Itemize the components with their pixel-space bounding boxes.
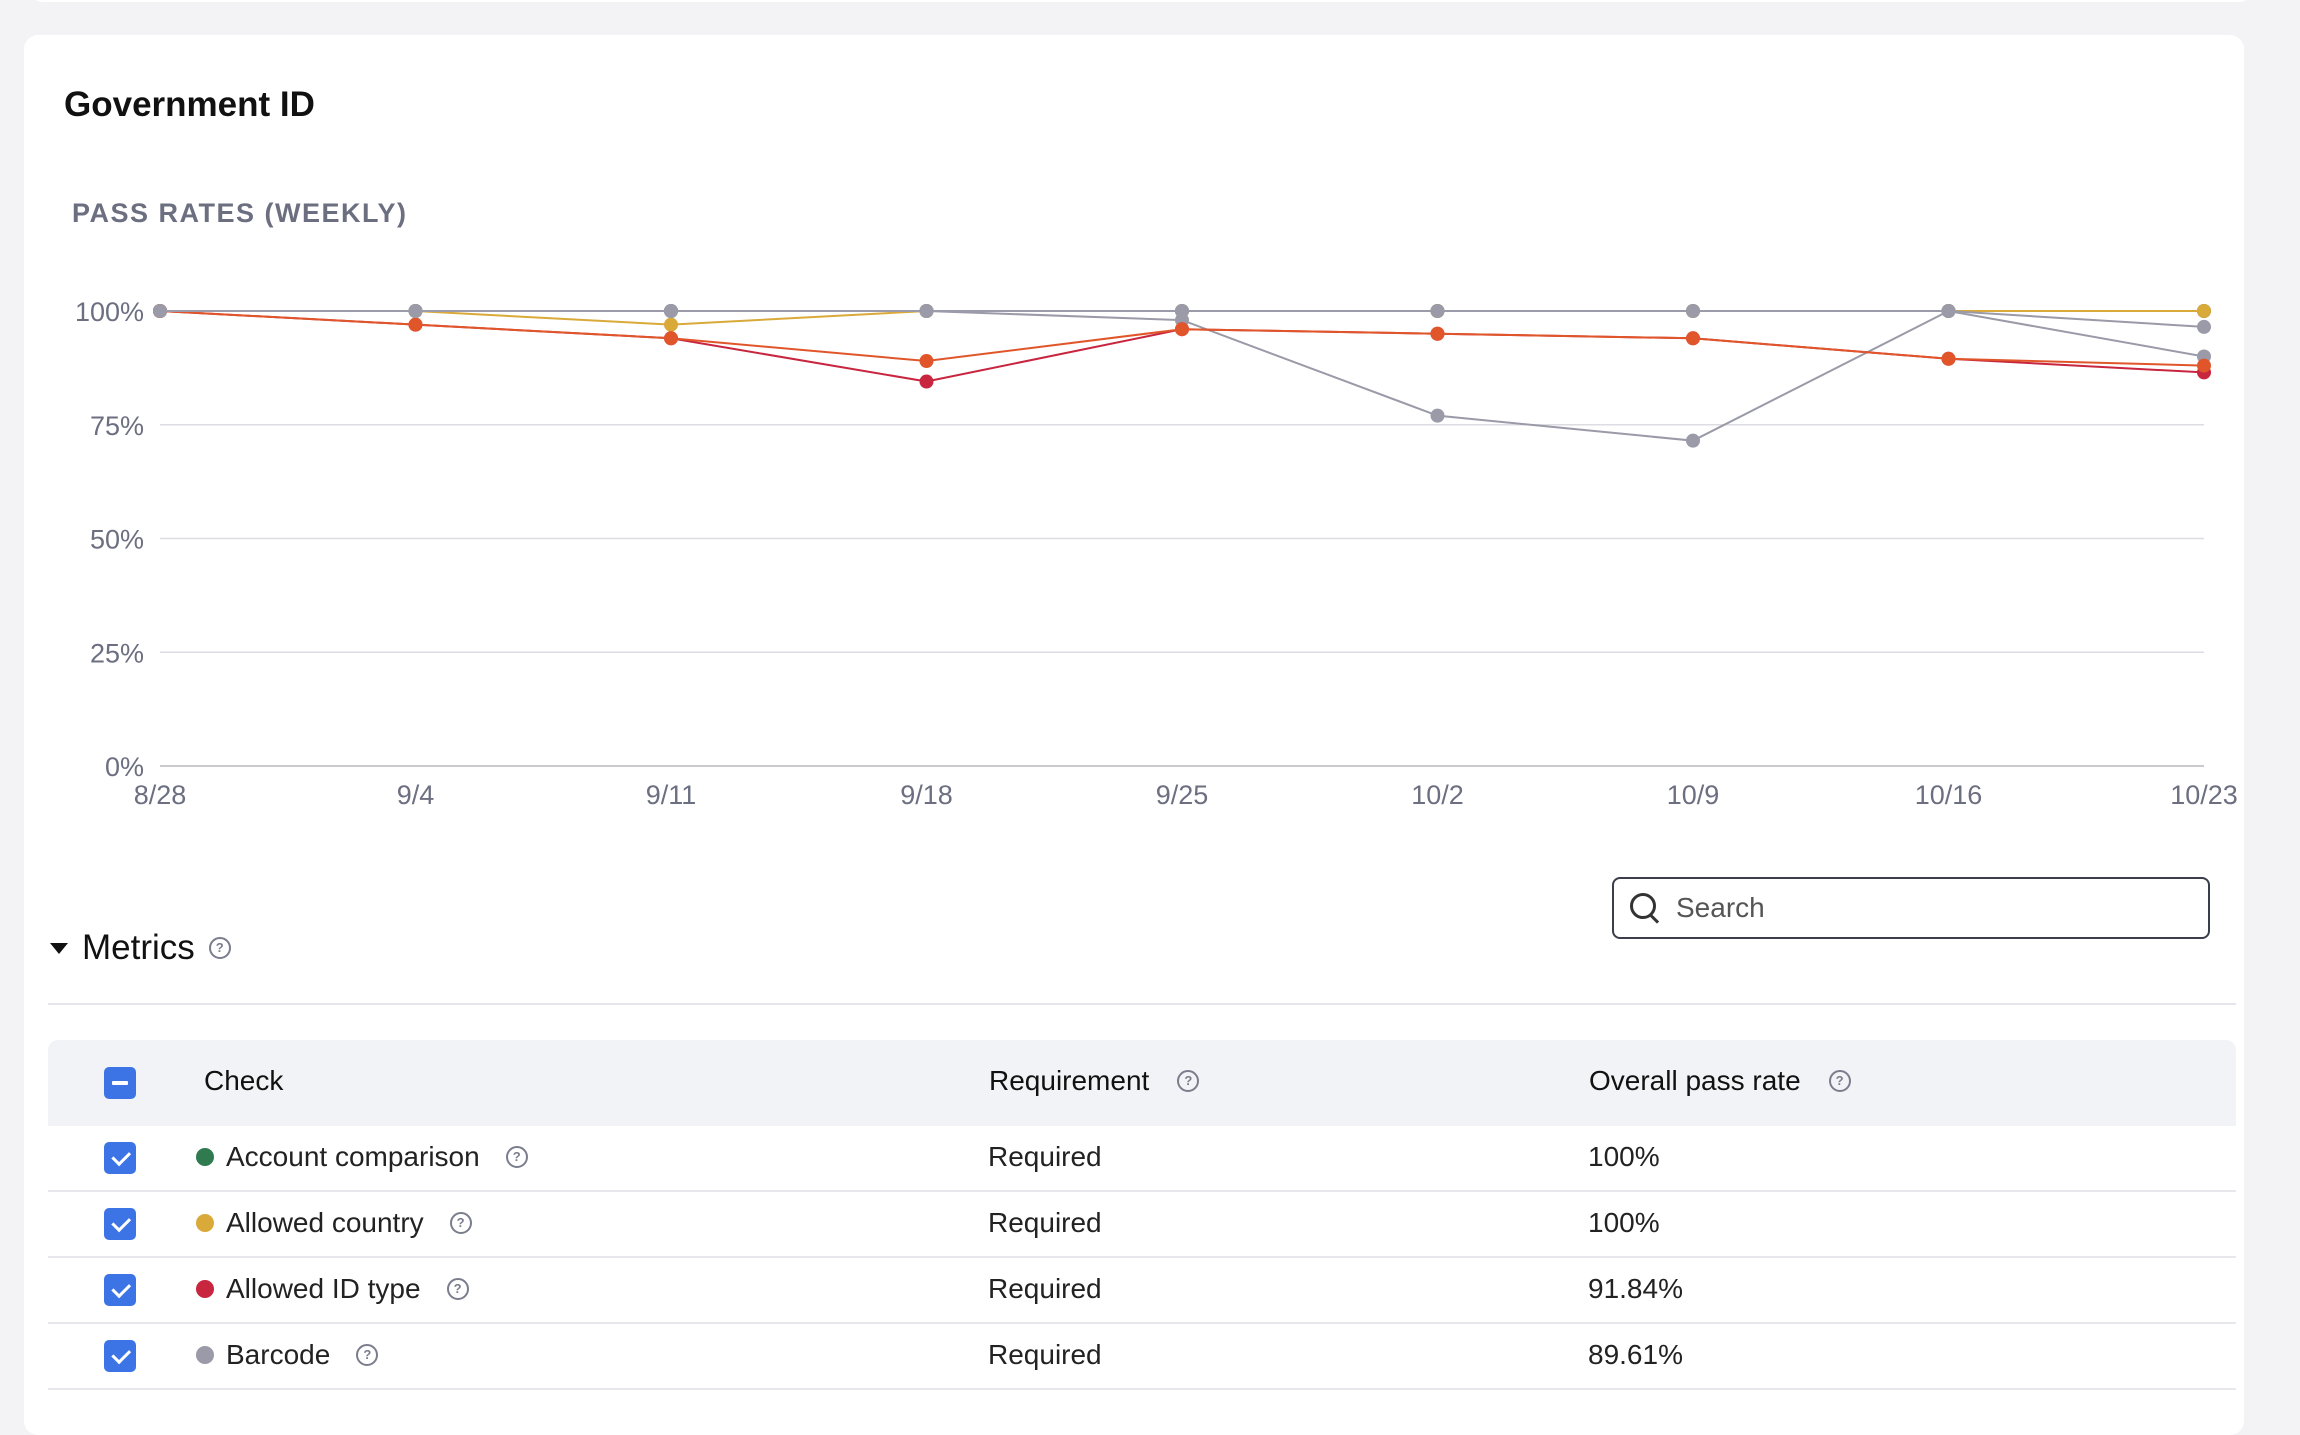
check-cell: Allowed ID type? [196, 1273, 469, 1305]
row-checkbox[interactable] [104, 1340, 136, 1372]
data-point [2197, 358, 2211, 373]
check-name: Account comparison [226, 1141, 480, 1172]
data-point [664, 317, 678, 332]
data-point [919, 354, 934, 369]
table-header: Check Requirement ? Overall pass rate ? [48, 1040, 2236, 1126]
x-tick-label: 9/11 [646, 780, 697, 810]
check-name: Allowed ID type [226, 1273, 421, 1304]
chart-title: PASS RATES (WEEKLY) [72, 198, 408, 228]
column-check-label: Check [204, 1065, 284, 1096]
data-point [664, 304, 678, 318]
previous-card [29, 0, 2253, 2]
metrics-table: Check Requirement ? Overall pass rate ? … [48, 1040, 2236, 1390]
data-point [408, 304, 423, 318]
data-point [153, 304, 167, 318]
series-color-dot [196, 1346, 214, 1364]
search-input[interactable] [1674, 891, 2158, 925]
data-point [919, 304, 934, 318]
data-point [1686, 331, 1700, 346]
check-cell: Barcode? [196, 1339, 379, 1371]
column-rate: Overall pass rate ? [1589, 1065, 1851, 1097]
requirement-cell: Required [988, 1207, 1102, 1238]
data-point [1175, 322, 1189, 337]
column-rate-label: Overall pass rate [1589, 1065, 1801, 1096]
help-icon[interactable]: ? [356, 1344, 379, 1366]
chart-series [153, 304, 2211, 448]
help-icon[interactable]: ? [1828, 1070, 1851, 1092]
y-tick-label: 100% [75, 297, 144, 327]
check-cell: Account comparison? [196, 1141, 528, 1173]
help-icon[interactable]: ? [505, 1146, 528, 1168]
metrics-toggle[interactable]: Metrics ? [50, 920, 231, 976]
data-point [1430, 326, 1445, 341]
row-checkbox[interactable] [104, 1142, 136, 1174]
help-icon[interactable]: ? [446, 1278, 469, 1300]
check-cell: Allowed country? [196, 1207, 472, 1239]
x-tick-label: 10/16 [1915, 780, 1983, 810]
chart-grid [160, 310, 2204, 767]
series [153, 304, 2211, 334]
table-row: Barcode? Required 89.61% [48, 1324, 2236, 1390]
metrics-divider [48, 1003, 2236, 1005]
card-title: Government ID [64, 85, 315, 124]
requirement-cell: Required [988, 1273, 1102, 1304]
search-box[interactable] [1612, 877, 2210, 939]
caret-down-icon [50, 942, 68, 954]
help-icon[interactable]: ? [208, 937, 231, 959]
check-name: Barcode [226, 1339, 331, 1370]
table-body: Account comparison? Required 100% Allowed c… [48, 1126, 2236, 1390]
x-tick-label: 10/23 [2170, 780, 2238, 810]
x-tick-label: 9/18 [900, 780, 953, 810]
y-tick-label: 75% [90, 411, 144, 441]
x-tick-label: 10/2 [1411, 780, 1464, 810]
y-tick-label: 50% [90, 525, 144, 555]
column-requirement: Requirement ? [989, 1065, 1200, 1097]
data-point [1941, 304, 1956, 318]
requirement-cell: Required [988, 1141, 1102, 1172]
x-axis-ticks: 8/28 9/4 9/11 9/18 9/25 10/2 10/9 10/16 10/23 [134, 780, 2238, 810]
y-tick-label: 25% [90, 638, 144, 668]
metrics-label: Metrics [82, 928, 195, 967]
series-color-dot [196, 1148, 214, 1166]
row-checkbox[interactable] [104, 1208, 136, 1240]
government-id-card: Government ID PASS RATES (WEEKLY) [24, 35, 2244, 1435]
data-point [919, 374, 934, 389]
data-point [1686, 304, 1700, 318]
y-axis-ticks: 0% 25% 50% 75% 100% [75, 297, 144, 782]
row-checkbox[interactable] [104, 1274, 136, 1306]
pass-rate-cell: 100% [1588, 1207, 1660, 1238]
pass-rate-cell: 89.61% [1588, 1339, 1683, 1370]
data-point [664, 331, 678, 346]
x-tick-label: 9/4 [397, 780, 435, 810]
data-point [1686, 433, 1700, 448]
data-point [1430, 408, 1445, 423]
data-point [1430, 304, 1445, 318]
help-icon[interactable]: ? [449, 1212, 472, 1234]
series [153, 304, 2211, 373]
series-color-dot [196, 1280, 214, 1298]
search-icon [1630, 893, 1660, 923]
x-tick-label: 9/25 [1156, 780, 1209, 810]
data-point [2197, 319, 2211, 334]
pass-rate-cell: 91.84% [1588, 1273, 1683, 1304]
data-point [1175, 304, 1189, 318]
data-point [408, 317, 423, 332]
check-name: Allowed country [226, 1207, 424, 1238]
pass-rate-cell: 100% [1588, 1141, 1660, 1172]
y-tick-label: 0% [105, 752, 144, 782]
table-row: Allowed country? Required 100% [48, 1192, 2236, 1258]
series-color-dot [196, 1214, 214, 1232]
table-row: Allowed ID type? Required 91.84% [48, 1258, 2236, 1324]
requirement-cell: Required [988, 1339, 1102, 1370]
pass-rates-chart: 0% 25% 50% 75% 100% 8/28 9/4 9/11 9/18 9/25 10/2 1… [75, 297, 2238, 810]
select-all-checkbox[interactable] [104, 1067, 136, 1099]
table-row: Account comparison? Required 100% [48, 1126, 2236, 1192]
x-tick-label: 8/28 [134, 780, 187, 810]
column-check: Check [204, 1065, 283, 1097]
x-tick-label: 10/9 [1667, 780, 1720, 810]
data-point [1941, 351, 1956, 366]
column-requirement-label: Requirement [989, 1065, 1150, 1096]
data-point [2197, 304, 2211, 318]
help-icon[interactable]: ? [1177, 1070, 1200, 1092]
